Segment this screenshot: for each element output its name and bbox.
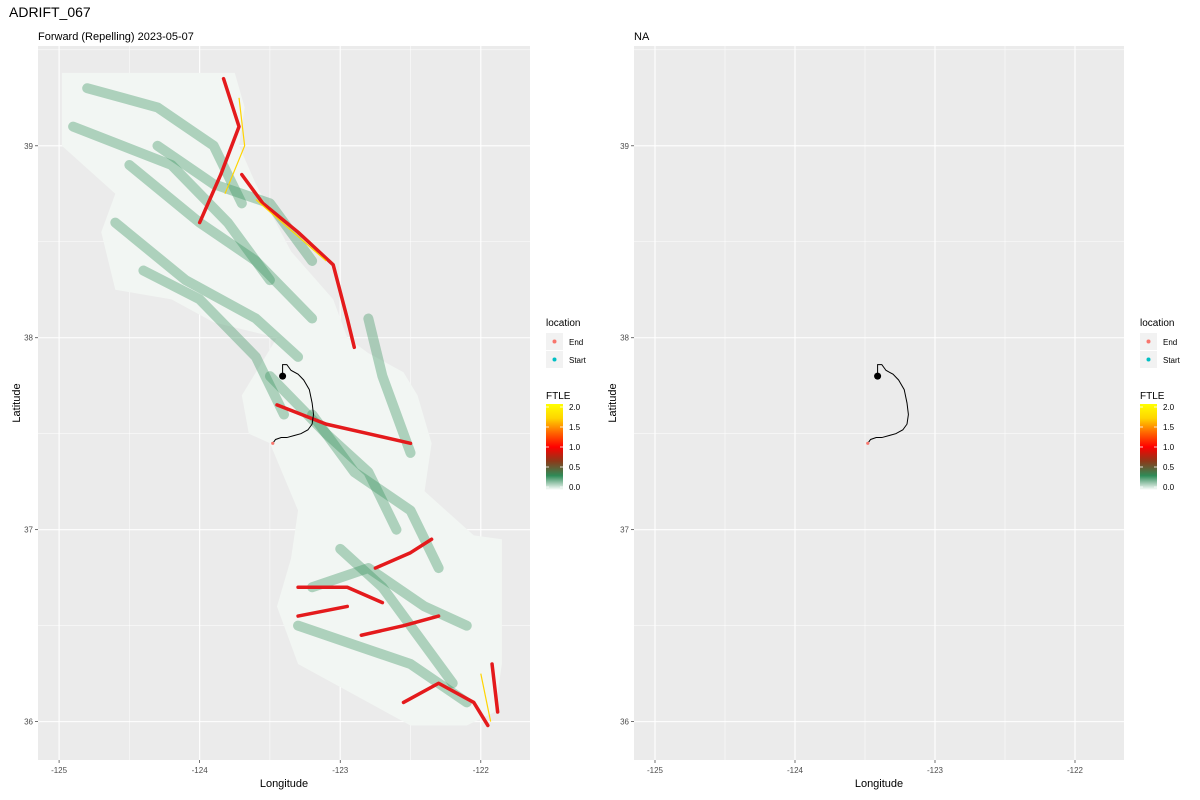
left-legend-key-start (552, 357, 557, 362)
left-colorbar-label: 1.5 (569, 423, 581, 432)
right-y-tick-label: 37 (620, 526, 629, 535)
left-y-axis-label: Latitude (11, 383, 23, 422)
ftle-high-ridge (490, 662, 500, 714)
left-legend-key-end (552, 339, 557, 344)
ftle-high-ridge (275, 403, 413, 446)
right-y-tick-label: 39 (620, 142, 629, 151)
ftle-peak-ridge (224, 97, 246, 195)
ftle-low-band (110, 217, 304, 362)
left-panel-title: Forward (Repelling) 2023-05-07 (38, 31, 194, 43)
ftle-high-ridge (401, 681, 490, 728)
ftle-low-band (307, 409, 444, 574)
right-drifter-track (867, 364, 909, 444)
ftle-peak-ridge (480, 673, 492, 722)
right-x-tick-label: -125 (647, 766, 664, 775)
left-legend-label-end: End (569, 338, 583, 347)
right-ftle-colorbar (1140, 404, 1157, 490)
ftle-low-band (152, 140, 318, 266)
right-end-point (866, 441, 870, 445)
right-colorbar-label: 0.0 (1163, 483, 1175, 492)
left-colorbar-label: 0.5 (569, 463, 581, 472)
right-x-tick-label: -122 (1067, 766, 1084, 775)
right-y-axis-label: Latitude (607, 383, 619, 422)
left-end-point (271, 441, 275, 445)
right-legend-key-end (1146, 339, 1151, 344)
ftle-peak-ridge (255, 199, 327, 262)
ftle-high-ridge (296, 585, 385, 605)
left-x-tick-label: -124 (192, 766, 209, 775)
ftle-low-band (307, 563, 472, 631)
left-y-tick-label: 36 (24, 718, 33, 727)
left-colorbar-label: 2.0 (569, 403, 581, 412)
left-x-tick-label: -125 (51, 766, 68, 775)
page-title: ADRIFT_067 (9, 4, 91, 20)
left-ftle-legend-title: FTLE (546, 391, 571, 402)
left-start-marker (279, 372, 287, 380)
ftle-low-band (82, 83, 247, 209)
right-legend-label-end: End (1163, 338, 1177, 347)
ftle-high-ridge (240, 172, 357, 350)
right-legend-key-start (1146, 357, 1151, 362)
ftle-high-ridge (359, 614, 441, 637)
left-legend-label-start: Start (569, 356, 587, 365)
ftle-high-ridge (296, 604, 350, 618)
right-panel-background (634, 46, 1124, 760)
ftle-high-ridge (197, 76, 241, 225)
left-drifter-track (272, 364, 315, 444)
right-colorbar-label: 2.0 (1163, 403, 1175, 412)
right-panel-title: NA (634, 31, 650, 43)
right-x-tick-label: -123 (927, 766, 944, 775)
left-colorbar-label: 1.0 (569, 443, 581, 452)
right-legend-label-start: Start (1163, 356, 1181, 365)
right-x-tick-label: -124 (787, 766, 804, 775)
right-y-tick-label: 36 (620, 718, 629, 727)
ftle-low-band (335, 543, 458, 689)
left-ftle-colorbar (546, 404, 563, 490)
left-y-tick-label: 37 (24, 526, 33, 535)
right-colorbar-label: 1.0 (1163, 443, 1175, 452)
ftle-low-band (264, 371, 402, 535)
right-colorbar-label: 1.5 (1163, 423, 1175, 432)
right-colorbar-label: 0.5 (1163, 463, 1175, 472)
right-ftle-legend-title: FTLE (1140, 391, 1165, 402)
right-x-axis-label: Longitude (855, 778, 903, 790)
left-y-tick-label: 38 (24, 334, 33, 343)
ftle-low-band (363, 313, 416, 458)
ftle-low-band (138, 265, 289, 420)
ftle-high-ridge (373, 537, 434, 570)
left-x-axis-label: Longitude (260, 778, 308, 790)
right-start-marker (874, 372, 882, 380)
ftle-low-band (124, 160, 318, 324)
right-location-legend-title: location (1140, 318, 1174, 329)
left-colorbar-label: 0.0 (569, 483, 581, 492)
right-y-tick-label: 38 (620, 334, 629, 343)
ftle-low-band (68, 121, 275, 286)
left-y-tick-label: 39 (24, 142, 33, 151)
left-x-tick-label: -123 (332, 766, 349, 775)
left-x-tick-label: -122 (473, 766, 490, 775)
left-location-legend-title: location (546, 318, 580, 329)
